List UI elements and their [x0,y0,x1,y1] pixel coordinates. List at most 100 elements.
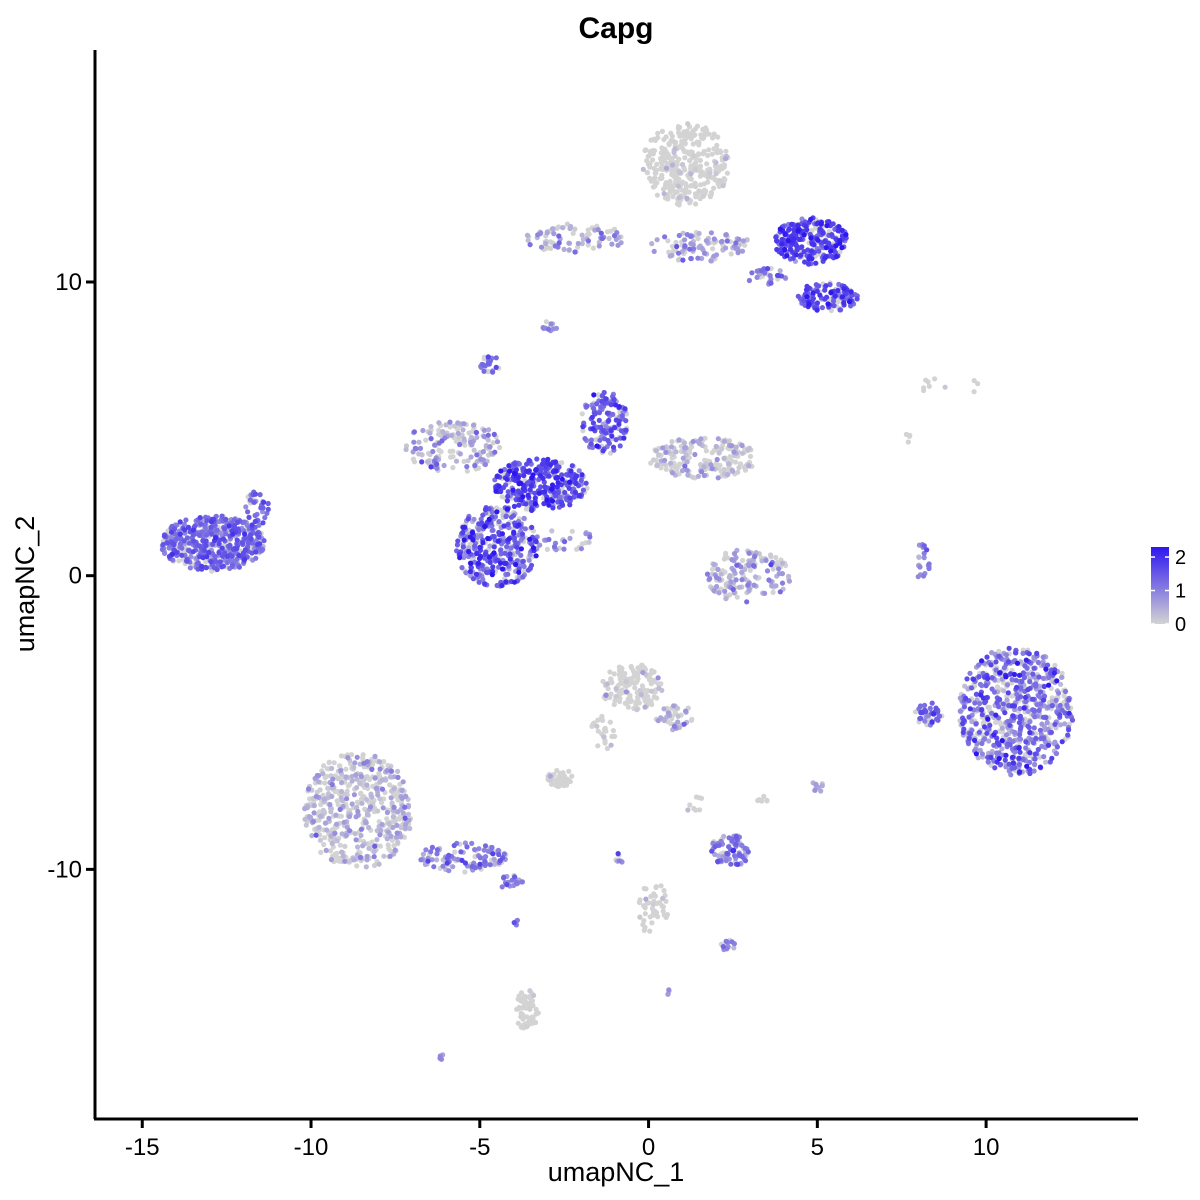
cell-point [609,433,615,439]
cell-point [692,451,698,458]
cell-point [745,582,751,588]
cell-point [326,760,332,766]
x-tick-label: 5 [811,1134,824,1161]
cell-point [981,724,988,730]
cell-point [660,895,666,901]
cell-point [546,502,552,508]
cell-point [728,443,735,449]
cell-point [388,774,394,780]
cell-point [1016,720,1023,726]
cell-point [993,719,999,726]
cell-point [480,449,486,455]
cell-point [1030,671,1036,677]
cell-point [482,461,488,468]
cell-point [662,234,668,240]
cell-point [832,293,839,299]
cell-point [822,255,828,261]
cell-point [545,456,551,462]
cell-point [499,884,505,890]
cell-point [567,479,573,485]
cell-point [360,752,366,758]
cell-point [675,719,681,725]
cell-point [673,239,679,246]
cell-point [1025,687,1031,693]
cell-point [681,721,687,727]
cell-point [1069,717,1076,723]
cell-point [528,998,535,1004]
cell-point [649,701,655,708]
cell-point [1031,665,1037,671]
cell-point [779,580,786,586]
cell-point [257,492,263,498]
cell-point [729,838,735,844]
cell-point [179,552,185,558]
cell-point [580,428,586,434]
cell-point [837,307,844,313]
cell-point [511,874,518,880]
cell-point [616,404,622,410]
cell-point [712,844,718,850]
cell-point [508,514,515,520]
cell-point [1059,670,1065,677]
cell-point [542,489,548,495]
cell-point [716,590,722,596]
cell-point [527,1006,533,1012]
cell-point [1053,750,1060,757]
cell-point [668,444,675,450]
cell-point [587,534,593,540]
cell-point [791,236,797,242]
cell-point [708,230,715,236]
cell-point [707,170,713,176]
colorbar-label: 2 [1175,547,1186,569]
cell-point [548,321,554,327]
cell-point [802,259,808,265]
cell-point [485,432,491,438]
cell-point [423,847,429,853]
cell-point [451,842,457,849]
cell-point [1030,740,1037,746]
cell-point [358,773,364,780]
cell-point [985,704,991,710]
cell-point [1007,742,1013,748]
cell-point [377,796,383,802]
cell-point [649,905,656,912]
cell-point [723,938,729,944]
cell-point [1035,659,1041,666]
cell-point [545,326,552,332]
cell-point [579,541,586,547]
cell-point [728,251,734,257]
cell-point [724,850,730,857]
cell-point [706,147,712,153]
cell-point [711,236,717,242]
cell-point [528,483,535,489]
cell-point [255,541,261,547]
cell-point [1016,672,1023,678]
cell-point [329,840,335,847]
cell-point [761,793,767,800]
cell-point [472,543,478,549]
cell-point [501,874,507,880]
cell-point [533,1011,539,1017]
cell-point [603,728,609,734]
cell-point [177,519,183,525]
cell-point [369,794,375,800]
cell-point [1008,772,1014,778]
cell-point [487,559,493,566]
cell-point [357,854,364,861]
cell-point [661,154,667,160]
cell-point [533,467,539,473]
cell-point [669,470,676,476]
cell-point [695,255,701,261]
cell-point [520,486,526,492]
cell-point [506,536,512,542]
cell-point [349,801,355,807]
cell-point [334,838,340,844]
cell-point [462,524,468,530]
cell-point [469,863,475,870]
cell-point [661,912,667,918]
cell-point [779,236,785,242]
cell-point [566,240,573,246]
cell-point [676,130,682,136]
cell-point [198,521,204,527]
cell-point [567,495,573,501]
